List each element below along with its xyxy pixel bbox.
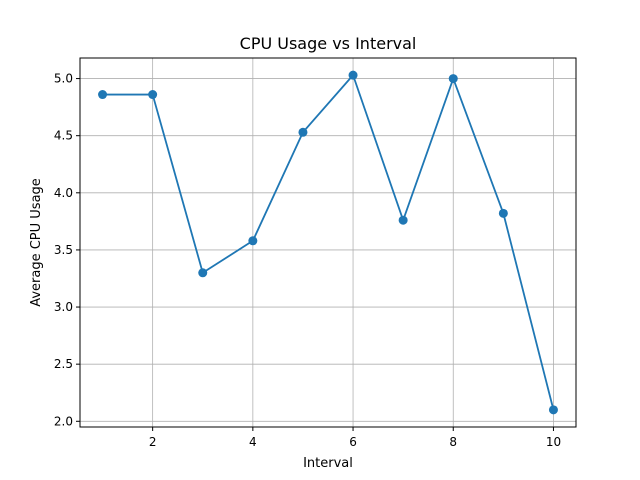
x-tick-label: 4 xyxy=(249,435,257,449)
y-tick-label: 3.0 xyxy=(54,300,73,314)
data-point xyxy=(348,70,358,80)
x-tick-label: 6 xyxy=(349,435,357,449)
x-tick-label: 10 xyxy=(546,435,561,449)
x-tick-label: 2 xyxy=(149,435,157,449)
x-axis-label: Interval xyxy=(303,456,353,471)
chart-title: CPU Usage vs Interval xyxy=(240,34,417,53)
x-axis-ticks: 2 4 6 8 10 xyxy=(149,427,561,449)
data-point xyxy=(98,90,108,100)
y-tick-label: 2.5 xyxy=(54,357,73,371)
data-point xyxy=(448,74,458,84)
y-axis-ticks: 2.0 2.5 3.0 3.5 4.0 4.5 5.0 xyxy=(54,72,80,428)
data-point xyxy=(548,405,558,415)
y-tick-label: 5.0 xyxy=(54,72,73,86)
y-axis-label: Average CPU Usage xyxy=(29,178,44,307)
y-tick-label: 3.5 xyxy=(54,243,73,257)
y-tick-label: 2.0 xyxy=(54,414,73,428)
y-tick-label: 4.5 xyxy=(54,129,73,143)
data-point xyxy=(148,90,158,100)
series xyxy=(98,70,558,415)
grid xyxy=(80,58,576,427)
plot-area-frame xyxy=(79,57,577,428)
series-line xyxy=(102,74,555,411)
x-tick-label: 8 xyxy=(449,435,457,449)
data-point xyxy=(198,268,208,278)
data-point xyxy=(498,208,508,218)
data-point xyxy=(298,127,308,137)
data-point xyxy=(248,236,258,246)
data-point xyxy=(398,215,408,225)
y-tick-label: 4.0 xyxy=(54,186,73,200)
